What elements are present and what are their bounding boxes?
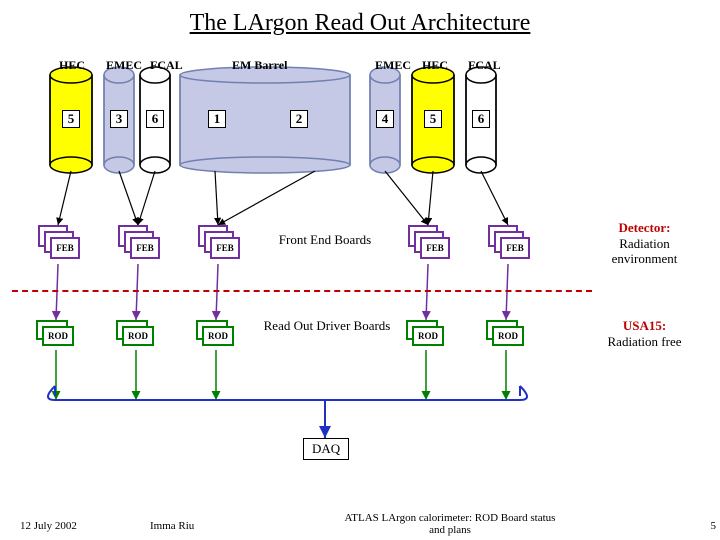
- usa15-sub: Radiation free: [608, 334, 682, 349]
- cyl-number: 5: [424, 110, 442, 128]
- cyl-number: 6: [472, 110, 490, 128]
- usa15-title: USA15:: [623, 318, 666, 333]
- rod-stack: RODROD: [196, 320, 240, 350]
- rod-mid-label: Read Out Driver Boards: [262, 318, 392, 334]
- boundary-dash: [12, 290, 592, 292]
- usa15-annotation: USA15: Radiation free: [587, 318, 702, 349]
- det-label: HEC: [59, 58, 85, 73]
- rod-stack: RODROD: [36, 320, 80, 350]
- rod-stack: RODROD: [406, 320, 450, 350]
- rod-stack: RODROD: [116, 320, 160, 350]
- cyl-number: 1: [208, 110, 226, 128]
- feb-stack: FEBFEBFEB: [488, 225, 528, 263]
- feb-stack: FEBFEBFEB: [38, 225, 78, 263]
- footer-date: 12 July 2002: [20, 520, 77, 532]
- detector-annotation: Detector: Radiation environment: [587, 220, 702, 267]
- detector-sub: Radiation environment: [612, 236, 678, 267]
- cyl-number: 2: [290, 110, 308, 128]
- feb-mid-label: Front End Boards: [260, 232, 390, 248]
- feb-stack: FEBFEBFEB: [408, 225, 448, 263]
- det-label: FCAL: [150, 58, 183, 73]
- daq-box: DAQ: [303, 438, 349, 460]
- diagram-canvas: [0, 0, 720, 540]
- feb-stack: FEBFEBFEB: [118, 225, 158, 263]
- cyl-number: 5: [62, 110, 80, 128]
- det-label: HEC: [422, 58, 448, 73]
- det-label: EMEC: [106, 58, 142, 73]
- det-label: EMEC: [375, 58, 411, 73]
- detector-title: Detector:: [619, 220, 671, 235]
- det-label: FCAL: [468, 58, 501, 73]
- det-label: EM Barrel: [232, 58, 287, 73]
- cyl-number: 6: [146, 110, 164, 128]
- page-number: 5: [711, 520, 717, 532]
- footer-caption: ATLAS LArgon calorimeter: ROD Board stat…: [340, 512, 560, 536]
- rod-stack: RODROD: [486, 320, 530, 350]
- feb-stack: FEBFEBFEB: [198, 225, 238, 263]
- cyl-number: 3: [110, 110, 128, 128]
- footer-author: Imma Riu: [150, 520, 194, 532]
- cyl-number: 4: [376, 110, 394, 128]
